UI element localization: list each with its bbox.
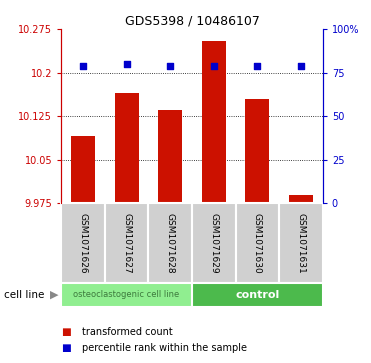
Text: ▶: ▶ <box>50 290 59 300</box>
Text: ■: ■ <box>61 343 71 354</box>
Bar <box>71 136 95 203</box>
Point <box>124 61 129 67</box>
Bar <box>279 203 323 283</box>
Bar <box>105 203 148 283</box>
Text: cell line: cell line <box>4 290 44 300</box>
Point <box>255 63 260 69</box>
Bar <box>61 283 192 307</box>
Text: GSM1071628: GSM1071628 <box>166 213 175 274</box>
Bar <box>202 41 226 203</box>
Point <box>167 63 173 69</box>
Text: GSM1071631: GSM1071631 <box>296 213 305 274</box>
Point <box>298 63 304 69</box>
Text: GSM1071630: GSM1071630 <box>253 213 262 274</box>
Text: percentile rank within the sample: percentile rank within the sample <box>82 343 247 354</box>
Text: control: control <box>235 290 279 300</box>
Point <box>80 63 86 69</box>
Bar <box>61 203 105 283</box>
Title: GDS5398 / 10486107: GDS5398 / 10486107 <box>125 15 259 28</box>
Bar <box>148 203 192 283</box>
Text: ■: ■ <box>61 327 71 337</box>
Bar <box>245 99 269 203</box>
Bar <box>236 203 279 283</box>
Text: GSM1071626: GSM1071626 <box>79 213 88 274</box>
Text: osteoclastogenic cell line: osteoclastogenic cell line <box>73 290 180 299</box>
Text: GSM1071629: GSM1071629 <box>209 213 218 274</box>
Bar <box>289 195 313 203</box>
Point <box>211 63 217 69</box>
Bar <box>192 203 236 283</box>
Bar <box>115 93 139 203</box>
Text: GSM1071627: GSM1071627 <box>122 213 131 274</box>
Text: transformed count: transformed count <box>82 327 173 337</box>
Bar <box>192 283 323 307</box>
Bar <box>158 110 182 203</box>
